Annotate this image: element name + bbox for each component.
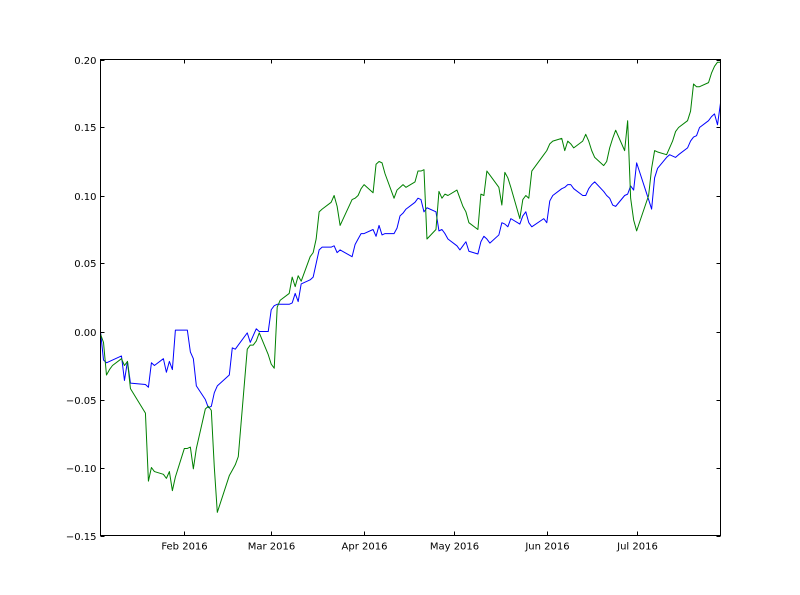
plot-frame	[100, 59, 721, 536]
y-tick-label: −0.05	[66, 396, 97, 407]
x-tick-label: Apr 2016	[342, 542, 388, 553]
y-axis: −0.15 −0.10 −0.05 0.00 0.05 0.10 0.15 0.20	[66, 56, 721, 543]
y-tick-label: 0.20	[74, 56, 96, 67]
x-tick-label: May 2016	[430, 542, 479, 553]
y-tick-label: 0.15	[74, 123, 96, 134]
y-tick-label: 0.10	[74, 192, 96, 203]
series-line-2	[100, 61, 721, 513]
x-tick-label: Jun 2016	[524, 542, 569, 553]
x-tick-label: Jul 2016	[616, 542, 658, 553]
x-tick-label: Feb 2016	[161, 542, 207, 553]
y-tick-label: −0.10	[66, 464, 97, 475]
y-tick-label: −0.15	[66, 532, 97, 543]
x-axis: Feb 2016 Mar 2016 Apr 2016 May 2016 Jun 2016…	[161, 59, 658, 553]
series-layer	[100, 61, 721, 513]
y-tick-label: 0.05	[74, 259, 96, 270]
y-tick-label: 0.00	[74, 328, 96, 339]
x-tick-label: Mar 2016	[248, 542, 296, 553]
